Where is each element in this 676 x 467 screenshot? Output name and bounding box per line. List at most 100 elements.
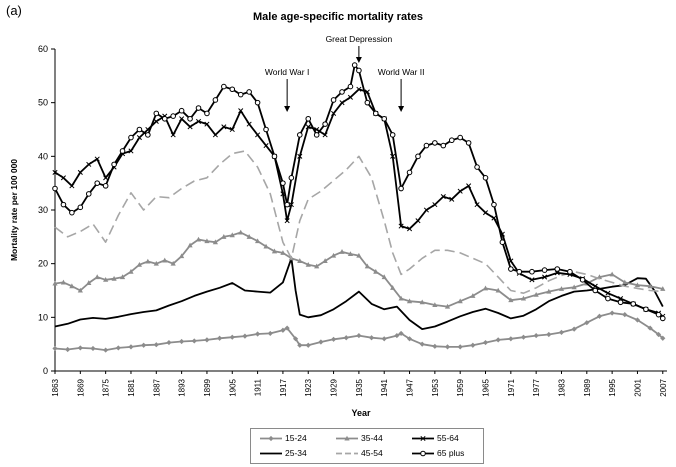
data-point bbox=[356, 332, 362, 339]
data-point bbox=[520, 334, 527, 340]
x-tick-label: 1947 bbox=[406, 378, 415, 396]
data-point bbox=[263, 243, 269, 249]
data-point bbox=[254, 238, 261, 244]
data-point bbox=[474, 202, 480, 208]
legend-swatch bbox=[412, 450, 434, 457]
data-point bbox=[533, 291, 539, 297]
data-point bbox=[204, 110, 210, 117]
data-point bbox=[457, 188, 463, 194]
data-point bbox=[221, 234, 227, 239]
data-point bbox=[103, 175, 109, 181]
data-point bbox=[237, 91, 244, 98]
data-point bbox=[440, 194, 446, 200]
data-point bbox=[630, 301, 637, 307]
data-point bbox=[466, 183, 472, 189]
data-point bbox=[541, 267, 548, 273]
data-point bbox=[660, 335, 666, 341]
data-point bbox=[128, 268, 134, 274]
data-point bbox=[212, 132, 218, 138]
x-tick-label: 1971 bbox=[507, 378, 516, 396]
data-point bbox=[347, 251, 354, 257]
x-tick-label: 1977 bbox=[532, 378, 541, 396]
data-point bbox=[77, 345, 83, 351]
data-point bbox=[170, 113, 176, 119]
annotation-arrow-head bbox=[284, 106, 291, 112]
data-point bbox=[339, 249, 345, 254]
data-point bbox=[246, 89, 252, 95]
data-point bbox=[305, 261, 311, 267]
data-point bbox=[313, 132, 320, 138]
data-point bbox=[482, 339, 489, 346]
data-point bbox=[204, 337, 210, 343]
data-point bbox=[103, 276, 109, 282]
data-point bbox=[246, 121, 252, 127]
data-point bbox=[85, 191, 92, 197]
data-point bbox=[372, 110, 379, 117]
data-point bbox=[94, 180, 101, 186]
data-point bbox=[161, 115, 168, 122]
data-point bbox=[280, 180, 286, 186]
data-point bbox=[622, 279, 628, 285]
data-point bbox=[212, 97, 219, 103]
data-point bbox=[415, 153, 421, 160]
data-point bbox=[322, 132, 328, 138]
data-point bbox=[546, 288, 552, 294]
data-point bbox=[491, 215, 497, 221]
data-point bbox=[457, 134, 463, 141]
data-point bbox=[322, 258, 328, 263]
data-point bbox=[229, 86, 236, 93]
data-point bbox=[69, 209, 75, 216]
data-point bbox=[440, 142, 447, 149]
data-point bbox=[482, 210, 489, 216]
data-point bbox=[356, 67, 362, 74]
data-point bbox=[406, 298, 413, 304]
data-point bbox=[634, 282, 641, 288]
data-point bbox=[280, 250, 286, 255]
data-point bbox=[373, 268, 379, 274]
y-tick-label: 50 bbox=[38, 98, 48, 108]
data-point bbox=[508, 266, 514, 272]
data-point bbox=[52, 280, 58, 286]
data-point bbox=[406, 169, 413, 176]
data-point bbox=[136, 261, 143, 267]
data-point bbox=[305, 124, 311, 130]
data-point bbox=[178, 107, 185, 114]
data-point bbox=[136, 126, 143, 133]
data-point bbox=[470, 293, 476, 298]
data-point bbox=[558, 286, 565, 291]
data-point bbox=[508, 297, 514, 303]
data-point bbox=[52, 345, 58, 352]
data-point bbox=[444, 344, 451, 350]
data-point bbox=[52, 169, 58, 175]
data-point bbox=[288, 175, 295, 181]
data-point bbox=[390, 153, 396, 159]
data-point bbox=[246, 234, 252, 239]
data-point bbox=[212, 239, 218, 245]
data-point bbox=[643, 306, 649, 313]
data-point bbox=[179, 253, 185, 259]
data-point bbox=[592, 287, 599, 294]
annotation-label: World War I bbox=[265, 67, 309, 77]
data-point bbox=[102, 183, 109, 189]
data-point bbox=[94, 156, 100, 162]
data-point bbox=[111, 275, 117, 281]
data-point bbox=[482, 285, 489, 291]
data-point bbox=[609, 271, 615, 277]
y-tick-label: 40 bbox=[38, 151, 48, 161]
data-point bbox=[90, 345, 96, 352]
data-point bbox=[465, 140, 472, 146]
data-point bbox=[508, 336, 514, 342]
data-point bbox=[592, 283, 598, 289]
legend-marker bbox=[420, 450, 426, 457]
series-line bbox=[54, 150, 663, 294]
annotation-arrow-head bbox=[398, 106, 405, 112]
x-tick-label: 1905 bbox=[228, 378, 237, 396]
x-tick-label: 1875 bbox=[102, 378, 111, 396]
data-point bbox=[229, 334, 235, 340]
data-point bbox=[398, 330, 404, 337]
series-55-64 bbox=[52, 86, 666, 319]
data-point bbox=[271, 248, 278, 254]
data-point bbox=[419, 341, 425, 347]
data-point bbox=[94, 274, 100, 280]
x-tick-label: 1983 bbox=[557, 378, 566, 396]
